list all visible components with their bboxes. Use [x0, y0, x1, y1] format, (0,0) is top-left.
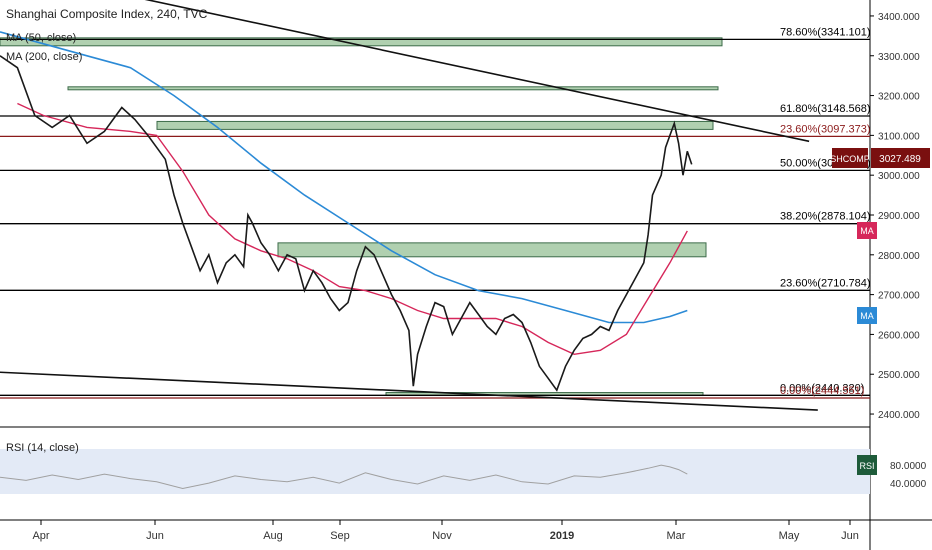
fib-label-layer: 78.60%(3341.101) 61.80%(3148.568) 23.60%(3…: [780, 26, 871, 397]
price-tick-label-6: 2800.000: [878, 251, 920, 262]
ma50-line: [17, 102, 688, 356]
ma200-line-layer: [0, 31, 688, 324]
ma50-line-layer: [17, 102, 688, 356]
resistance-zone-3: [277, 242, 707, 258]
fib-level-layer: [0, 38, 870, 399]
time-tick-label-2: Aug: [263, 530, 283, 542]
time-tick-label-5: 2019: [550, 530, 574, 542]
ma200-badge: [857, 307, 877, 324]
plot-background: [0, 0, 870, 520]
fib-label-5: 23.60%(2710.784): [780, 277, 871, 289]
time-tick-label-0: Apr: [32, 530, 49, 542]
time-tick-label-1: Jun: [146, 530, 164, 542]
rsi-line: [0, 464, 688, 490]
price-axis-ticks: 3400.000 3300.000 3200.000 3100.000 3000.000…: [870, 12, 920, 421]
last-price-badge: [871, 148, 930, 168]
time-tick-label-8: Jun: [841, 530, 859, 542]
price-tick-label-9: 2500.000: [878, 370, 920, 381]
trendline-1: [0, 371, 818, 411]
price-tick-label-4: 3000.000: [878, 171, 920, 182]
time-tick-label-3: Sep: [330, 530, 350, 542]
time-tick-label-6: Mar: [667, 530, 686, 542]
time-tick-label-4: Nov: [432, 530, 452, 542]
resistance-zone-1: [67, 86, 719, 91]
rsi-band: [0, 449, 870, 494]
fib-label-6: 0.00%(2440.320): [780, 382, 864, 394]
fib-label-4: 38.20%(2878.104): [780, 211, 871, 223]
ma50-badge-label: MA: [860, 226, 874, 236]
time-axis-ticks: Apr Jun Aug Sep Nov 2019 Mar May Jun: [32, 520, 859, 542]
fib-label-2: 23.60%(3097.373): [780, 123, 871, 135]
fib-label-7: 0.00%(2444.551): [780, 385, 864, 397]
rsi-tick-80: 80.0000: [890, 461, 927, 472]
price-line-layer: [0, 55, 693, 392]
price-tick-label-2: 3200.000: [878, 92, 920, 103]
price-tick-label-7: 2700.000: [878, 291, 920, 302]
symbol-badge-label: SHCOMP: [830, 154, 870, 164]
rsi-badge: [857, 455, 877, 475]
rsi-badge-label: RSI: [859, 461, 874, 471]
chart-title: Shanghai Composite Index, 240, TVC: [6, 7, 208, 21]
time-tick-label-7: May: [779, 530, 800, 542]
price-tick-label-1: 3300.000: [878, 52, 920, 63]
symbol-badge: [832, 148, 868, 168]
price-tick-label-3: 3100.000: [878, 131, 920, 142]
ma200-badge-label: MA: [860, 311, 874, 321]
trendline-0: [144, 0, 810, 143]
price-line: [0, 55, 693, 392]
rsi-tick-40: 40.0000: [890, 479, 927, 490]
trendline-layer: [0, 0, 818, 411]
rsi-title[interactable]: RSI (14, close): [6, 442, 79, 454]
ma50-badge: [857, 222, 877, 239]
rsi-line-layer: [0, 464, 688, 490]
ma50-legend[interactable]: MA (50, close): [6, 32, 76, 44]
fib-label-0: 78.60%(3341.101): [780, 26, 871, 38]
price-tick-label-8: 2600.000: [878, 330, 920, 341]
price-tick-label-5: 2900.000: [878, 211, 920, 222]
fib-label-1: 61.80%(3148.568): [780, 103, 871, 115]
last-price-label: 3027.489: [879, 154, 921, 165]
resistance-zone-2: [156, 120, 714, 130]
ma200-line: [0, 31, 688, 324]
price-tick-label-10: 2400.000: [878, 410, 920, 421]
price-tick-label-0: 3400.000: [878, 12, 920, 23]
zone-layer: [0, 37, 723, 397]
ma200-legend[interactable]: MA (200, close): [6, 51, 82, 63]
